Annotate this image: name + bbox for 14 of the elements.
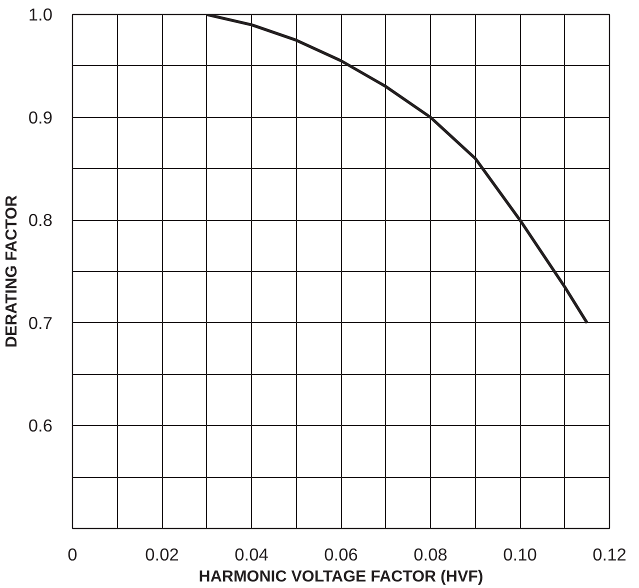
x-axis-title: HARMONIC VOLTAGE FACTOR (HVF) [198, 568, 484, 586]
y-tick-label: 0.8 [28, 210, 53, 230]
y-tick-label: 1.0 [28, 4, 53, 24]
y-axis-title: DERATING FACTOR [3, 194, 20, 348]
x-tick-label: 0.12 [592, 544, 626, 564]
x-tick-label: 0.06 [324, 544, 358, 564]
x-tick-label: 0.10 [503, 544, 537, 564]
x-tick-label: 0.02 [145, 544, 179, 564]
y-tick-label: 0.6 [28, 416, 53, 436]
x-tick-label: 0.08 [414, 544, 448, 564]
y-tick-label: 0.9 [28, 107, 53, 128]
x-tick-label: 0.04 [234, 544, 269, 564]
y-tick-label: 0.7 [28, 312, 53, 333]
x-tick-label: 0 [68, 544, 78, 564]
